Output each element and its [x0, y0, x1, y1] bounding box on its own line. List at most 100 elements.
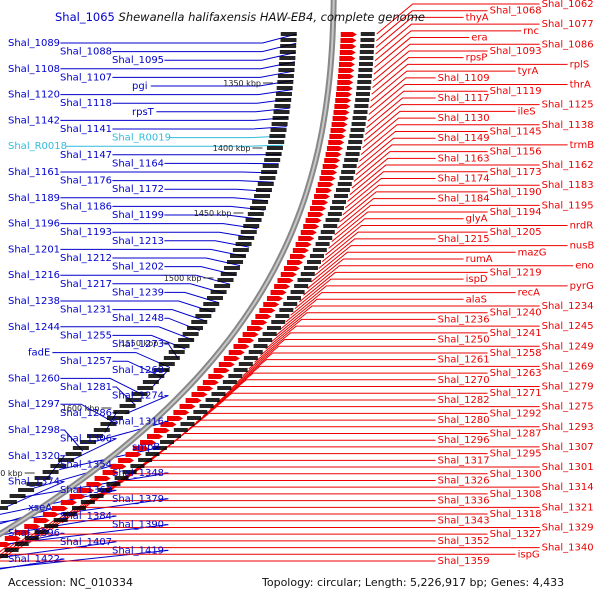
- left-gene-label[interactable]: Shal_1231: [60, 305, 112, 316]
- right-gene-label[interactable]: era: [471, 33, 487, 44]
- right-gene-label[interactable]: Shal_1340: [542, 543, 594, 554]
- right-gene-label[interactable]: Shal_1343: [438, 516, 490, 527]
- left-gene-label[interactable]: rpsT: [132, 107, 155, 118]
- left-gene-label[interactable]: Shal_1147: [60, 150, 112, 161]
- right-gene-label[interactable]: Shal_1215: [438, 234, 490, 245]
- left-gene-label[interactable]: Shal_1213: [112, 236, 164, 247]
- right-gene-label[interactable]: Shal_1314: [542, 482, 594, 493]
- left-gene-label[interactable]: Shal_1248: [112, 313, 164, 324]
- left-gene-label[interactable]: Shal_1239: [112, 287, 164, 298]
- right-gene-label[interactable]: Shal_1295: [490, 449, 542, 460]
- left-gene-label[interactable]: Shal_1354: [60, 459, 112, 470]
- right-gene-label[interactable]: rumA: [466, 254, 493, 265]
- right-gene-label[interactable]: nusB: [570, 241, 595, 252]
- right-gene-label[interactable]: ispG: [518, 549, 540, 560]
- right-gene-label[interactable]: Shal_1163: [438, 153, 490, 164]
- right-gene-label[interactable]: Shal_1359: [438, 556, 490, 567]
- left-gene-label[interactable]: Shal_1297: [8, 399, 60, 410]
- left-gene-label[interactable]: Shal_R0018: [8, 141, 67, 152]
- right-gene-label[interactable]: Shal_1269: [542, 361, 594, 372]
- left-gene-label[interactable]: Shal_1306: [60, 434, 112, 445]
- right-gene-label[interactable]: Shal_1145: [490, 127, 542, 138]
- right-gene-label[interactable]: Shal_1117: [438, 93, 490, 104]
- left-gene-label[interactable]: Shal_1161: [8, 167, 60, 178]
- right-gene-label[interactable]: Shal_1270: [438, 375, 490, 386]
- right-gene-label[interactable]: Shal_1241: [490, 328, 542, 339]
- left-gene-label[interactable]: Shal_1107: [60, 72, 112, 83]
- right-gene-label[interactable]: Shal_1307: [542, 442, 594, 453]
- left-gene-label[interactable]: Shal_1384: [60, 511, 112, 522]
- left-gene-label[interactable]: Shal_1176: [60, 176, 112, 187]
- right-gene-label[interactable]: Shal_1293: [542, 422, 594, 433]
- left-gene-label[interactable]: Shal_1298: [8, 425, 60, 436]
- left-gene-label[interactable]: Shal_1286: [60, 408, 112, 419]
- left-gene-label[interactable]: Shal_1320: [8, 451, 60, 462]
- right-gene-label[interactable]: Shal_1173: [490, 167, 542, 178]
- right-gene-label[interactable]: Shal_1296: [438, 435, 490, 446]
- right-gene-label[interactable]: Shal_1308: [490, 489, 542, 500]
- right-gene-label[interactable]: Shal_1195: [542, 200, 594, 211]
- left-gene-label[interactable]: Shal_1379: [112, 494, 164, 505]
- left-gene-label[interactable]: Shal_1255: [60, 330, 112, 341]
- right-gene-label[interactable]: Shal_1271: [490, 388, 542, 399]
- right-gene-label[interactable]: Shal_1321: [542, 502, 594, 513]
- right-gene-label[interactable]: Shal_1194: [490, 207, 542, 218]
- left-gene-label[interactable]: Shal_1422: [8, 554, 60, 565]
- right-gene-label[interactable]: glyA: [466, 214, 488, 225]
- left-gene-label[interactable]: pgi: [132, 81, 147, 92]
- right-gene-label[interactable]: Shal_1326: [438, 475, 490, 486]
- right-gene-label[interactable]: pyrG: [570, 281, 594, 292]
- left-gene-label[interactable]: Shal_1363: [60, 485, 112, 496]
- left-gene-label[interactable]: Shal_1348: [112, 468, 164, 479]
- right-gene-label[interactable]: Shal_1258: [490, 348, 542, 359]
- right-gene-label[interactable]: trmB: [570, 140, 595, 151]
- right-gene-label[interactable]: thrA: [570, 80, 591, 91]
- right-gene-label[interactable]: Shal_1183: [542, 180, 594, 191]
- right-gene-label[interactable]: ispD: [466, 274, 488, 285]
- left-gene-label[interactable]: Shal_1244: [8, 322, 60, 333]
- right-gene-label[interactable]: Shal_1125: [542, 100, 594, 111]
- right-gene-label[interactable]: Shal_1327: [490, 529, 542, 540]
- right-gene-label[interactable]: Shal_1300: [490, 469, 542, 480]
- right-gene-label[interactable]: Shal_1149: [438, 133, 490, 144]
- right-gene-label[interactable]: Shal_1109: [438, 73, 490, 84]
- right-gene-label[interactable]: Shal_1236: [438, 314, 490, 325]
- left-gene-label[interactable]: Shal_1374: [8, 477, 60, 488]
- left-gene-label[interactable]: Shal_1118: [60, 98, 112, 109]
- right-gene-label[interactable]: recA: [518, 288, 541, 299]
- right-gene-label[interactable]: Shal_1280: [438, 415, 490, 426]
- right-gene-label[interactable]: tyrA: [518, 66, 539, 77]
- left-gene-label[interactable]: Shal_1202: [112, 262, 164, 273]
- right-gene-label[interactable]: mazG: [518, 247, 547, 258]
- left-gene-label[interactable]: Shal_1108: [8, 64, 60, 75]
- left-gene-label[interactable]: Shal_1212: [60, 253, 112, 264]
- right-gene-label[interactable]: Shal_1263: [490, 368, 542, 379]
- left-gene-label[interactable]: Shal_1217: [60, 279, 112, 290]
- right-gene-label[interactable]: Shal_1336: [438, 496, 490, 507]
- right-gene-label[interactable]: Shal_1086: [542, 39, 594, 50]
- right-gene-label[interactable]: eno: [575, 261, 594, 272]
- right-gene-label[interactable]: Shal_1138: [542, 120, 594, 131]
- left-gene-label[interactable]: Shal_1142: [8, 115, 60, 126]
- right-gene-label[interactable]: rplS: [570, 59, 590, 70]
- right-gene-label[interactable]: Shal_1093: [490, 46, 542, 57]
- right-gene-label[interactable]: ileS: [518, 106, 536, 117]
- left-gene-label[interactable]: Shal_1281: [60, 382, 112, 393]
- right-gene-label[interactable]: Shal_1130: [438, 113, 490, 124]
- right-gene-label[interactable]: rpsP: [466, 53, 488, 64]
- left-gene-label[interactable]: Shal_1268: [112, 365, 164, 376]
- right-gene-label[interactable]: Shal_1077: [542, 19, 594, 30]
- right-gene-label[interactable]: Shal_1245: [542, 321, 594, 332]
- right-gene-label[interactable]: Shal_1249: [542, 341, 594, 352]
- right-gene-label[interactable]: Shal_1174: [438, 173, 490, 184]
- left-gene-label[interactable]: Shal_1141: [60, 124, 112, 135]
- right-gene-label[interactable]: Shal_1068: [490, 6, 542, 17]
- left-gene-label[interactable]: smpB: [132, 442, 160, 453]
- left-gene-label[interactable]: Shal_1257: [60, 356, 112, 367]
- left-gene-label[interactable]: Shal_1095: [112, 55, 164, 66]
- left-gene-label[interactable]: Shal_1407: [60, 537, 112, 548]
- right-gene-label[interactable]: Shal_1292: [490, 408, 542, 419]
- left-gene-label[interactable]: Shal_1390: [112, 520, 164, 531]
- left-gene-label[interactable]: Shal_1238: [8, 296, 60, 307]
- left-gene-label[interactable]: Shal_1120: [8, 90, 60, 101]
